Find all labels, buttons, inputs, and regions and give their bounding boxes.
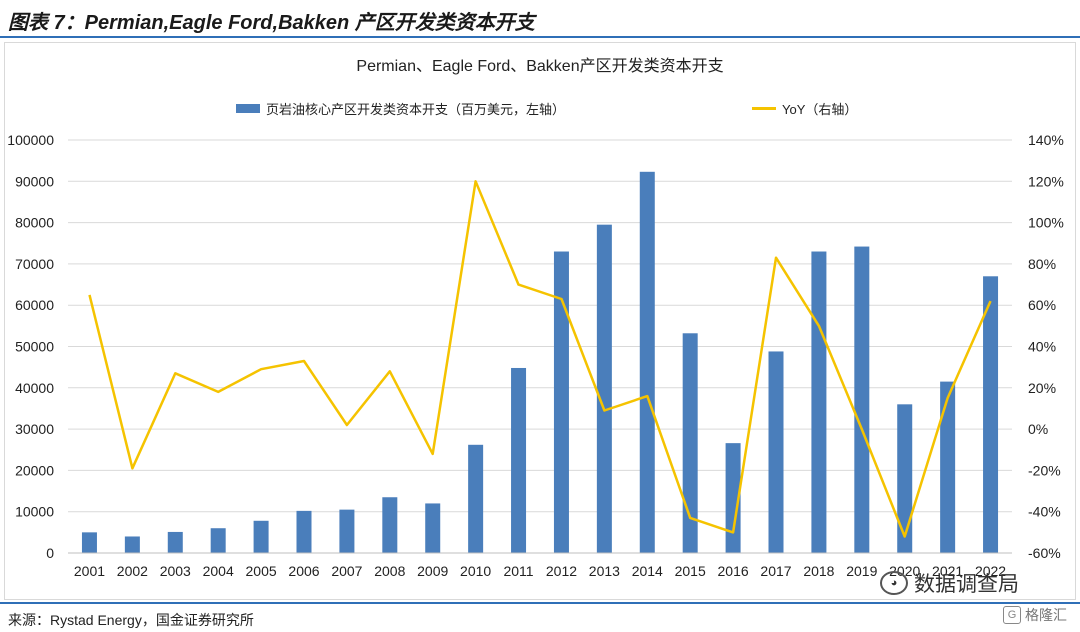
- legend-bar-swatch: [236, 104, 260, 113]
- y-left-tick-label: 40000: [15, 380, 54, 396]
- x-tick-label: 2016: [718, 563, 749, 579]
- x-tick-label: 2002: [117, 563, 148, 579]
- bar: [682, 333, 698, 553]
- bar: [124, 536, 140, 553]
- bar: [167, 531, 183, 553]
- legend-line: YoY（右轴）: [752, 99, 857, 118]
- x-tick-label: 2019: [846, 563, 877, 579]
- y-left-tick-label: 80000: [15, 215, 54, 231]
- y-right-tick-label: 20%: [1028, 380, 1056, 396]
- y-left-tick-label: 90000: [15, 173, 54, 189]
- x-tick-label: 2012: [546, 563, 577, 579]
- bar: [639, 171, 655, 553]
- y-right-tick-label: 40%: [1028, 339, 1056, 355]
- bar: [854, 246, 870, 553]
- title-divider: [0, 36, 1080, 38]
- bar: [81, 532, 97, 553]
- bar: [296, 510, 312, 553]
- chart-frame: [4, 42, 1076, 600]
- x-tick-label: 2010: [460, 563, 491, 579]
- y-right-tick-label: 60%: [1028, 297, 1056, 313]
- y-right-tick-label: 80%: [1028, 256, 1056, 272]
- bar: [511, 367, 527, 553]
- bar: [596, 224, 612, 554]
- y-left-tick-label: 0: [46, 545, 54, 561]
- y-right-tick-label: 0%: [1028, 421, 1048, 437]
- x-tick-label: 2004: [203, 563, 234, 579]
- bar: [553, 251, 569, 553]
- bar: [983, 276, 999, 553]
- y-left-tick-label: 20000: [15, 462, 54, 478]
- bar: [382, 497, 398, 553]
- x-tick-label: 2022: [975, 563, 1006, 579]
- legend-bar: 页岩油核心产区开发类资本开支（百万美元，左轴）: [236, 99, 565, 118]
- y-left-tick-label: 10000: [15, 504, 54, 520]
- y-right-tick-label: 120%: [1028, 173, 1064, 189]
- x-tick-label: 2001: [74, 563, 105, 579]
- y-left-tick-label: 100000: [7, 132, 54, 148]
- chart-title: Permian、Eagle Ford、Bakken产区开发类资本开支: [356, 58, 724, 75]
- y-right-tick-label: 100%: [1028, 215, 1064, 231]
- x-tick-label: 2017: [760, 563, 791, 579]
- x-tick-label: 2009: [417, 563, 448, 579]
- y-right-tick-label: -20%: [1028, 462, 1061, 478]
- x-tick-label: 2014: [632, 563, 663, 579]
- source-divider: [0, 602, 1080, 604]
- source-note: 来源：Rystad Energy，国金证券研究所: [8, 612, 254, 628]
- x-tick-label: 2018: [803, 563, 834, 579]
- corner-logo-text: 格隆汇: [1025, 607, 1067, 623]
- y-left-tick-label: 50000: [15, 339, 54, 355]
- y-right-tick-label: -60%: [1028, 545, 1061, 561]
- x-tick-label: 2008: [374, 563, 405, 579]
- bar: [253, 520, 269, 553]
- corner-logo: G 格隆汇: [1003, 605, 1067, 625]
- x-tick-label: 2013: [589, 563, 620, 579]
- bar: [468, 444, 484, 553]
- x-tick-label: 2006: [288, 563, 319, 579]
- watermark: ◕ 数据调查局: [880, 568, 1019, 598]
- y-right-tick-label: -40%: [1028, 504, 1061, 520]
- bar: [897, 404, 913, 553]
- x-tick-label: 2003: [160, 563, 191, 579]
- axes: 0 -60% 10000 -40% 20000 -20% 30000 0% 40000 20% 50…: [7, 132, 1064, 579]
- yoy-line-series: [88, 180, 992, 538]
- bar: [425, 503, 441, 553]
- gridlines: [68, 139, 1012, 513]
- y-left-tick-label: 70000: [15, 256, 54, 272]
- yoy-line: [88, 180, 992, 538]
- bar: [940, 381, 956, 553]
- wechat-icon: ◕: [880, 571, 908, 595]
- bar: [768, 351, 784, 553]
- y-left-tick-label: 30000: [15, 421, 54, 437]
- bar: [811, 251, 827, 553]
- legend-bar-label: 页岩油核心产区开发类资本开支（百万美元，左轴）: [266, 102, 566, 117]
- figure-title: 图表 7：Permian,Eagle Ford,Bakken 产区开发类资本开支: [8, 12, 535, 34]
- x-tick-label: 2011: [503, 563, 533, 579]
- x-tick-label: 2005: [246, 563, 277, 579]
- y-left-tick-label: 60000: [15, 297, 54, 313]
- bar: [339, 509, 355, 553]
- bar-series: [81, 171, 999, 554]
- logo-icon: G: [1003, 606, 1021, 624]
- x-tick-label: 2015: [675, 563, 706, 579]
- legend-line-swatch: [752, 107, 776, 110]
- x-tick-label: 2007: [331, 563, 362, 579]
- bar: [725, 443, 741, 553]
- watermark-text: 数据调查局: [914, 573, 1019, 596]
- x-tick-label: 2021: [932, 563, 963, 579]
- legend-line-label: YoY（右轴）: [782, 102, 858, 117]
- bar: [210, 528, 226, 553]
- y-right-tick-label: 140%: [1028, 132, 1064, 148]
